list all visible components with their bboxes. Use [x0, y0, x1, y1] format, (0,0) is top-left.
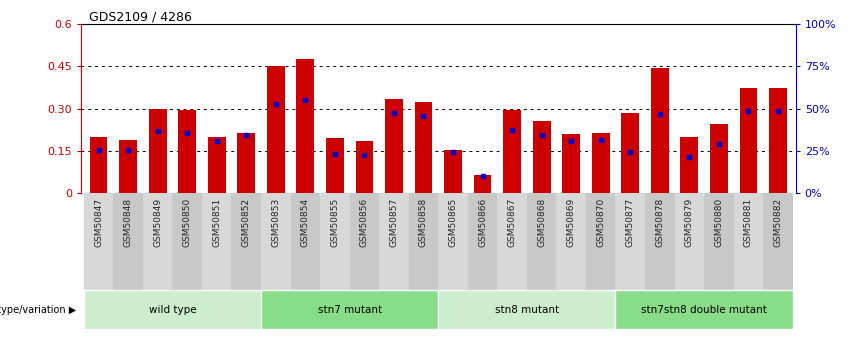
Text: GSM50848: GSM50848	[123, 198, 133, 247]
Bar	[563, 134, 580, 193]
Bar	[386, 99, 403, 193]
Text: stn8 mutant: stn8 mutant	[494, 305, 559, 315]
Bar	[320, 193, 350, 290]
Bar	[350, 193, 380, 290]
Bar	[645, 193, 675, 290]
Bar	[763, 193, 793, 290]
Bar	[557, 193, 586, 290]
Text: GSM50852: GSM50852	[242, 198, 251, 247]
Text: GSM50856: GSM50856	[360, 198, 369, 247]
Bar	[237, 132, 255, 193]
Bar	[414, 102, 432, 193]
Text: GSM50854: GSM50854	[301, 198, 310, 247]
Bar	[261, 193, 290, 290]
Bar	[408, 193, 438, 290]
Bar	[769, 88, 787, 193]
Bar	[444, 149, 462, 193]
Bar	[681, 137, 698, 193]
Bar	[591, 132, 609, 193]
Bar	[468, 193, 497, 290]
Text: GSM50851: GSM50851	[212, 198, 221, 247]
Bar	[615, 193, 645, 290]
Text: GSM50850: GSM50850	[183, 198, 191, 247]
Bar	[710, 124, 728, 193]
Bar	[149, 109, 167, 193]
Text: GSM50855: GSM50855	[330, 198, 340, 247]
Bar	[356, 141, 374, 193]
Text: GSM50857: GSM50857	[390, 198, 398, 247]
Text: GSM50868: GSM50868	[537, 198, 546, 247]
Bar	[261, 290, 438, 329]
Bar	[621, 113, 639, 193]
Bar	[179, 110, 196, 193]
Bar	[83, 193, 113, 290]
Bar	[615, 290, 793, 329]
Bar	[704, 193, 734, 290]
Text: genotype/variation ▶: genotype/variation ▶	[0, 305, 77, 315]
Bar	[380, 193, 408, 290]
Bar	[119, 140, 137, 193]
Text: GSM50880: GSM50880	[714, 198, 723, 247]
Bar	[290, 193, 320, 290]
Text: GSM50866: GSM50866	[478, 198, 487, 247]
Text: GSM50847: GSM50847	[94, 198, 103, 247]
Bar	[83, 290, 261, 329]
Bar	[202, 193, 231, 290]
Bar	[296, 59, 314, 193]
Bar	[651, 68, 669, 193]
Bar	[586, 193, 615, 290]
Bar	[734, 193, 763, 290]
Text: GSM50877: GSM50877	[625, 198, 635, 247]
Text: GSM50881: GSM50881	[744, 198, 753, 247]
Bar	[267, 66, 285, 193]
Bar	[675, 193, 704, 290]
Text: GSM50882: GSM50882	[774, 198, 782, 247]
Bar	[438, 290, 615, 329]
Bar	[231, 193, 261, 290]
Text: GSM50879: GSM50879	[685, 198, 694, 247]
Bar	[326, 138, 344, 193]
Text: GDS2109 / 4286: GDS2109 / 4286	[89, 10, 192, 23]
Text: GSM50849: GSM50849	[153, 198, 163, 247]
Bar	[503, 110, 521, 193]
Text: wild type: wild type	[149, 305, 197, 315]
Text: stn7 mutant: stn7 mutant	[317, 305, 382, 315]
Bar	[208, 137, 226, 193]
Text: GSM50867: GSM50867	[507, 198, 517, 247]
Bar	[533, 121, 551, 193]
Bar	[89, 137, 107, 193]
Text: GSM50878: GSM50878	[655, 198, 665, 247]
Text: GSM50869: GSM50869	[567, 198, 575, 247]
Bar	[143, 193, 173, 290]
Bar	[173, 193, 202, 290]
Text: GSM50865: GSM50865	[448, 198, 458, 247]
Bar	[740, 88, 757, 193]
Bar	[474, 175, 491, 193]
Bar	[438, 193, 468, 290]
Text: GSM50853: GSM50853	[271, 198, 280, 247]
Text: stn7stn8 double mutant: stn7stn8 double mutant	[641, 305, 767, 315]
Bar	[113, 193, 143, 290]
Bar	[527, 193, 557, 290]
Text: GSM50858: GSM50858	[419, 198, 428, 247]
Text: GSM50870: GSM50870	[597, 198, 605, 247]
Bar	[497, 193, 527, 290]
